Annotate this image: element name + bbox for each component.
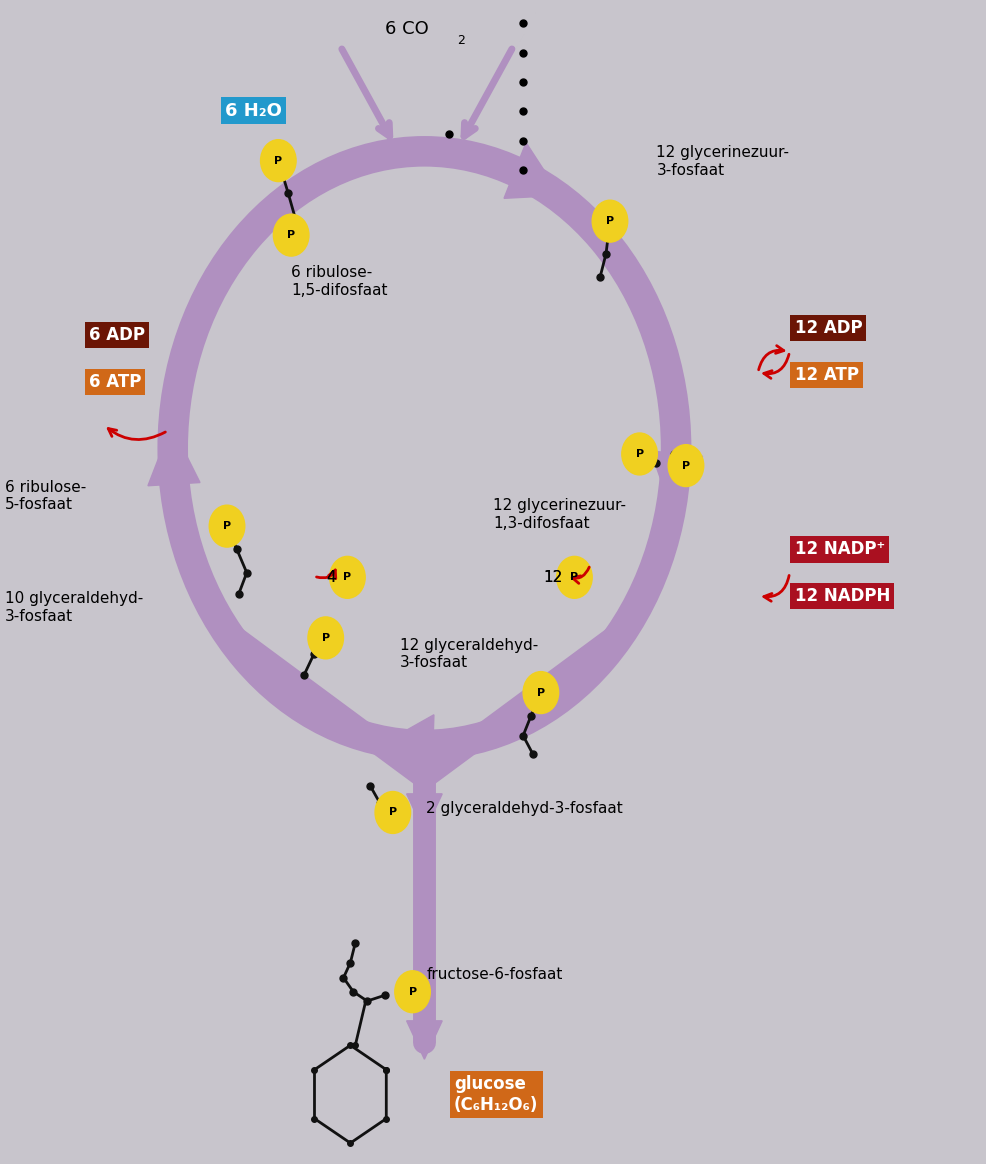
Text: P: P bbox=[536, 688, 544, 697]
Text: 12 NADPH: 12 NADPH bbox=[794, 587, 889, 605]
Polygon shape bbox=[406, 1021, 442, 1059]
Text: 6 ribulose-
5-fosfaat: 6 ribulose- 5-fosfaat bbox=[5, 480, 86, 512]
Text: P: P bbox=[388, 808, 396, 817]
Polygon shape bbox=[504, 143, 560, 198]
Polygon shape bbox=[406, 794, 442, 832]
Text: 12 ADP: 12 ADP bbox=[794, 319, 862, 338]
Text: P: P bbox=[605, 217, 613, 226]
Text: 12 NADP⁺: 12 NADP⁺ bbox=[794, 540, 883, 559]
Circle shape bbox=[308, 617, 343, 659]
Text: P: P bbox=[287, 230, 295, 240]
Circle shape bbox=[209, 505, 245, 547]
Polygon shape bbox=[650, 450, 702, 512]
Circle shape bbox=[394, 971, 430, 1013]
Text: P: P bbox=[343, 573, 351, 582]
Text: 6 ribulose-
1,5-difosfaat: 6 ribulose- 1,5-difosfaat bbox=[291, 265, 387, 298]
Text: P: P bbox=[321, 633, 329, 643]
Circle shape bbox=[668, 445, 703, 487]
Text: P: P bbox=[635, 449, 643, 459]
Text: glucose
(C₆H₁₂O₆): glucose (C₆H₁₂O₆) bbox=[454, 1074, 537, 1114]
Text: 12: 12 bbox=[542, 570, 562, 584]
Polygon shape bbox=[383, 715, 434, 776]
Text: P: P bbox=[223, 521, 231, 531]
Circle shape bbox=[523, 672, 558, 714]
Circle shape bbox=[592, 200, 627, 242]
Text: 4: 4 bbox=[325, 570, 335, 584]
Text: 12 glyceraldehyd-
3-fosfaat: 12 glyceraldehyd- 3-fosfaat bbox=[399, 638, 537, 670]
Text: fructose-6-fosfaat: fructose-6-fosfaat bbox=[426, 967, 562, 981]
Text: 10 glyceraldehyd-
3-fosfaat: 10 glyceraldehyd- 3-fosfaat bbox=[5, 591, 143, 624]
Circle shape bbox=[273, 214, 309, 256]
Text: 12 glycerinezuur-
1,3-difosfaat: 12 glycerinezuur- 1,3-difosfaat bbox=[493, 498, 626, 531]
Circle shape bbox=[329, 556, 365, 598]
Text: 6 H₂O: 6 H₂O bbox=[225, 101, 282, 120]
Text: P: P bbox=[570, 573, 578, 582]
Text: 6 CO: 6 CO bbox=[385, 21, 428, 38]
Circle shape bbox=[260, 140, 296, 182]
Circle shape bbox=[556, 556, 592, 598]
Text: 12: 12 bbox=[542, 570, 562, 584]
Circle shape bbox=[375, 792, 410, 833]
Text: P: P bbox=[274, 156, 282, 165]
Text: 6 ADP: 6 ADP bbox=[89, 326, 145, 345]
Text: 6 ATP: 6 ATP bbox=[89, 372, 141, 391]
Text: P: P bbox=[408, 987, 416, 996]
Polygon shape bbox=[148, 425, 200, 485]
Text: 2: 2 bbox=[457, 34, 464, 47]
Text: 4: 4 bbox=[325, 570, 335, 584]
Text: P: P bbox=[681, 461, 689, 470]
Text: 12 glycerinezuur-
3-fosfaat: 12 glycerinezuur- 3-fosfaat bbox=[656, 146, 789, 178]
Circle shape bbox=[621, 433, 657, 475]
Text: 2 glyceraldehyd-3-fosfaat: 2 glyceraldehyd-3-fosfaat bbox=[426, 802, 622, 816]
Text: 12 ATP: 12 ATP bbox=[794, 365, 858, 384]
